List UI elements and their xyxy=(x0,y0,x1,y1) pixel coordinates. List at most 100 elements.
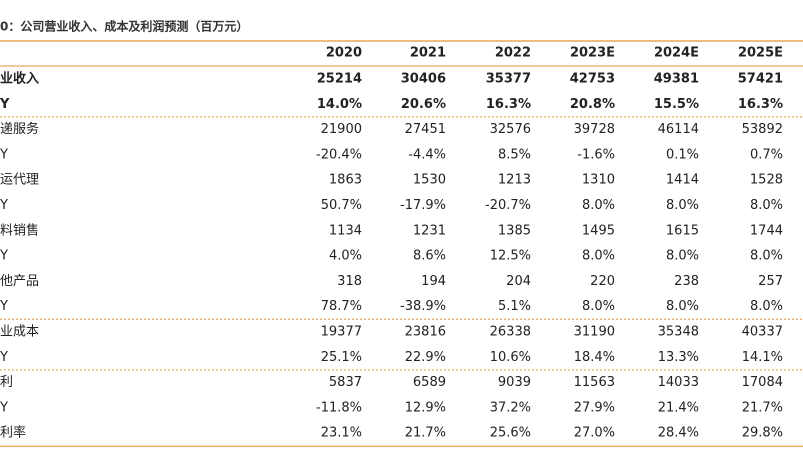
cell: 42753 xyxy=(570,72,615,87)
cell: -17.9% xyxy=(400,198,446,213)
row-label: Y xyxy=(0,350,8,365)
cell: 1530 xyxy=(413,173,446,188)
cell: 40337 xyxy=(742,325,783,340)
cell: 27451 xyxy=(405,122,446,137)
cell: 13.3% xyxy=(658,350,699,365)
cell: 18.4% xyxy=(574,350,615,365)
row-label: Y xyxy=(0,198,8,213)
cell: 1414 xyxy=(666,173,699,188)
cell: 0.7% xyxy=(750,147,783,162)
cell: 8.0% xyxy=(666,299,699,314)
cell: 16.3% xyxy=(738,97,783,112)
cell: 21.4% xyxy=(658,400,699,415)
cell: 8.0% xyxy=(750,198,783,213)
cell: 8.0% xyxy=(666,198,699,213)
row-label: Y xyxy=(0,249,8,264)
cell: 22.9% xyxy=(405,350,446,365)
row-label: 业收入 xyxy=(0,71,39,87)
cell: -4.4% xyxy=(408,147,446,162)
cell: 39728 xyxy=(574,122,615,137)
cell: 50.7% xyxy=(321,198,362,213)
row-label: Y xyxy=(0,147,8,162)
cell: 12.5% xyxy=(490,249,531,264)
cell: 1385 xyxy=(498,223,531,238)
cell: 29.8% xyxy=(742,426,783,441)
cell: 23.1% xyxy=(321,426,362,441)
cell: 220 xyxy=(590,274,615,289)
cell: 318 xyxy=(337,274,362,289)
cell: 6589 xyxy=(413,375,446,390)
row-label: Y xyxy=(0,400,8,415)
cell: 26338 xyxy=(490,325,531,340)
row-label: 他产品 xyxy=(0,274,39,289)
table-title: 0：公司营业收入、成本及利润预测（百万元） xyxy=(0,19,248,34)
column-header: 2022 xyxy=(495,46,531,61)
cell: 1615 xyxy=(666,223,699,238)
column-header: 2020 xyxy=(326,46,362,61)
row-label: 利 xyxy=(0,375,13,390)
cell: 194 xyxy=(421,274,446,289)
cell: 12.9% xyxy=(405,400,446,415)
cell: -1.6% xyxy=(577,147,615,162)
row-label: 料销售 xyxy=(0,222,39,238)
cell: 11563 xyxy=(574,375,615,390)
cell: 20.6% xyxy=(401,97,446,112)
cell: 19377 xyxy=(321,325,362,340)
cell: 20.8% xyxy=(570,97,615,112)
row-label: 运代理 xyxy=(0,173,39,188)
cell: 35348 xyxy=(658,325,699,340)
cell: 53892 xyxy=(742,122,783,137)
cell: 8.0% xyxy=(582,299,615,314)
cell: 49381 xyxy=(654,72,699,87)
cell: -20.7% xyxy=(485,198,531,213)
cell: 25.6% xyxy=(490,426,531,441)
cell: 8.5% xyxy=(498,147,531,162)
cell: 46114 xyxy=(658,122,699,137)
cell: 27.0% xyxy=(574,426,615,441)
cell: 8.0% xyxy=(582,198,615,213)
cell: 14.1% xyxy=(742,350,783,365)
cell: 15.5% xyxy=(654,97,699,112)
cell: 32576 xyxy=(490,122,531,137)
cell: 30406 xyxy=(401,72,446,87)
cell: 1495 xyxy=(582,223,615,238)
cell: 1231 xyxy=(413,223,446,238)
cell: 37.2% xyxy=(490,400,531,415)
row-label: 业成本 xyxy=(0,325,39,340)
column-header: 2023E xyxy=(570,46,615,61)
cell: 8.0% xyxy=(582,249,615,264)
cell: 4.0% xyxy=(329,249,362,264)
cell: -38.9% xyxy=(400,299,446,314)
cell: 78.7% xyxy=(321,299,362,314)
cell: 25214 xyxy=(317,72,362,87)
row-label: 递服务 xyxy=(0,121,39,137)
column-header: 2025E xyxy=(738,46,783,61)
row-label: 利率 xyxy=(0,425,26,441)
cell: 25.1% xyxy=(321,350,362,365)
cell: 23816 xyxy=(405,325,446,340)
cell: 17084 xyxy=(742,375,783,390)
cell: 1528 xyxy=(750,173,783,188)
cell: 35377 xyxy=(486,72,531,87)
cell: 204 xyxy=(506,274,531,289)
cell: 8.0% xyxy=(666,249,699,264)
cell: 1310 xyxy=(582,173,615,188)
cell: 1134 xyxy=(329,223,362,238)
cell: -11.8% xyxy=(316,400,362,415)
cell: 9039 xyxy=(498,375,531,390)
row-label: Y xyxy=(0,299,8,314)
column-header: 2024E xyxy=(654,46,699,61)
cell: 21.7% xyxy=(405,426,446,441)
cell: 8.0% xyxy=(750,249,783,264)
cell: 14.0% xyxy=(317,97,362,112)
cell: 16.3% xyxy=(486,97,531,112)
cell: 5837 xyxy=(329,375,362,390)
cell: 31190 xyxy=(574,325,615,340)
cell: 1744 xyxy=(750,223,783,238)
column-header: 2021 xyxy=(410,46,446,61)
cell: 27.9% xyxy=(574,400,615,415)
cell: -20.4% xyxy=(316,147,362,162)
cell: 1863 xyxy=(329,173,362,188)
